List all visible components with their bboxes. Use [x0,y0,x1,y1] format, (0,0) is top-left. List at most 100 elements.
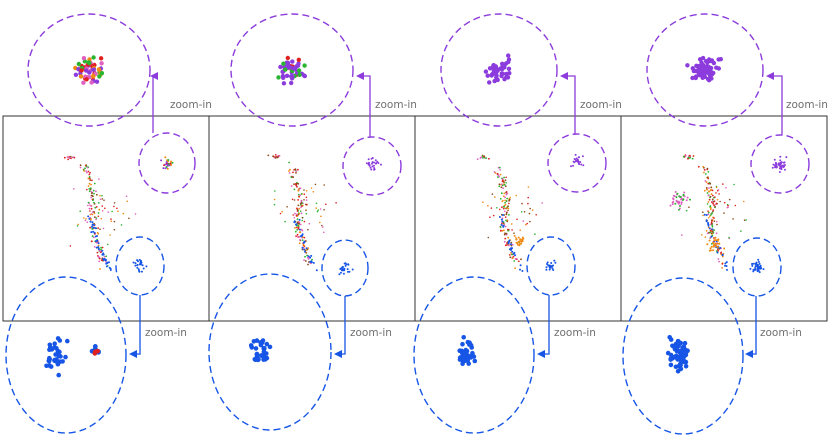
panel-3-point [482,201,484,203]
panel-1-point [90,231,93,234]
panel-4-point [703,171,705,174]
panel-2-point [290,59,295,64]
panel-1-point [52,345,57,350]
panel-2-point [284,73,290,79]
panel-2-callouts: zoom-in zoom-in [208,13,417,431]
panel-4-point [707,171,710,173]
panel-4-point [711,194,714,197]
panel-2-point [297,168,299,171]
panel-3-point [501,183,503,186]
panel-1-point [92,189,95,192]
panel-1-point [86,171,88,174]
panel-2-point [303,248,306,251]
panel-3-blue-small-ellipse [526,236,576,296]
panel-1-point [142,267,145,270]
panel-2-point [338,273,341,276]
panel-4-point [723,212,725,214]
panel-1-point [79,166,82,169]
panel-2-point [307,263,309,266]
panel-2-point [315,269,318,272]
panel-4-point [673,341,679,347]
panel-1-point [100,217,103,220]
panel-3-point [502,214,504,216]
panel-4-point [676,192,679,195]
panel-3-point [516,242,519,245]
panel-3-point [572,164,574,167]
panel-2-point [281,61,286,66]
panel-4-point [704,173,707,175]
panel-1-point [108,266,111,269]
panel-1-purple-small-ellipse [138,132,196,194]
panel-4-point [723,201,726,204]
panel-3-point [503,183,506,186]
panel-1-point [94,79,100,84]
panel-2-point [314,183,317,186]
panel-2-point [291,198,294,201]
panel-1-point [88,173,91,176]
panel-4-point [681,234,683,236]
panel-3-callouts: zoom-in zoom-in [413,13,622,434]
panel-1-point [116,207,118,210]
panel-3-point [513,232,515,234]
panel-3-point [506,59,511,65]
panel-1-point [103,255,106,258]
panel-1-point [47,355,52,361]
panel-3-point [545,268,548,271]
panel-4-point [688,206,690,208]
panel-1-point [96,239,99,242]
panel-1-point [117,210,119,212]
panel-3-point [499,169,501,171]
panel-2-point [305,209,307,211]
panel-3-point [480,156,482,159]
panel-4-point [708,187,710,189]
panel-2-point [315,202,318,205]
panel-1-point [98,56,104,61]
panel-3-point [506,242,508,244]
panel-2-point [305,199,308,201]
panel-4-point [672,198,675,201]
panel-3-point [577,160,580,163]
panel-1-point [162,167,165,170]
panel-3-point [581,155,584,158]
panel-3-point [502,207,505,210]
panel-1-point [89,204,91,206]
panel-1-point [79,210,81,212]
panel-2-point [298,231,301,234]
panel-2-point [279,212,282,215]
panel-4-point [707,182,710,185]
panel-3-point [521,270,524,272]
panel-4-point [690,66,695,71]
panel-3-point [553,259,556,262]
panel-4-point [710,188,712,191]
panel-3-point [507,236,510,239]
panel-1-point [88,207,91,210]
panel-3-point [505,213,508,216]
panel-2-point [371,162,373,165]
panel-3-point [518,242,521,245]
panel-2-point [274,190,276,192]
panel-1-point [85,170,87,172]
panel-3-point [493,171,496,173]
panel-4-point [673,364,679,370]
panel-2-point [296,207,298,210]
panel-4-point [710,186,713,189]
panel-4-point [702,211,704,213]
panel-2-point [347,263,350,266]
panel-1-point [91,179,93,182]
panel-3-point [505,193,508,196]
panel-3-point [521,240,524,243]
panel-3-point [498,185,501,188]
panel-1-point [66,156,69,158]
panel-1-point [97,74,102,79]
panel-4-point [716,223,718,226]
panel-3-point [503,214,506,216]
panel-2-point [296,229,299,231]
panel-4-point [724,262,727,265]
panel-1-point [102,227,105,230]
panel-1-point [88,187,91,190]
panel-1-point [95,348,100,354]
panel-2-point [297,226,300,229]
panel-1-point [89,210,91,212]
panel-4-point [717,249,720,252]
panel-1-point [99,198,102,200]
